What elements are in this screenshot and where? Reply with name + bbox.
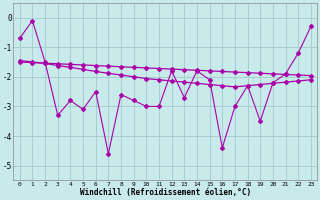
X-axis label: Windchill (Refroidissement éolien,°C): Windchill (Refroidissement éolien,°C) [80,188,251,197]
